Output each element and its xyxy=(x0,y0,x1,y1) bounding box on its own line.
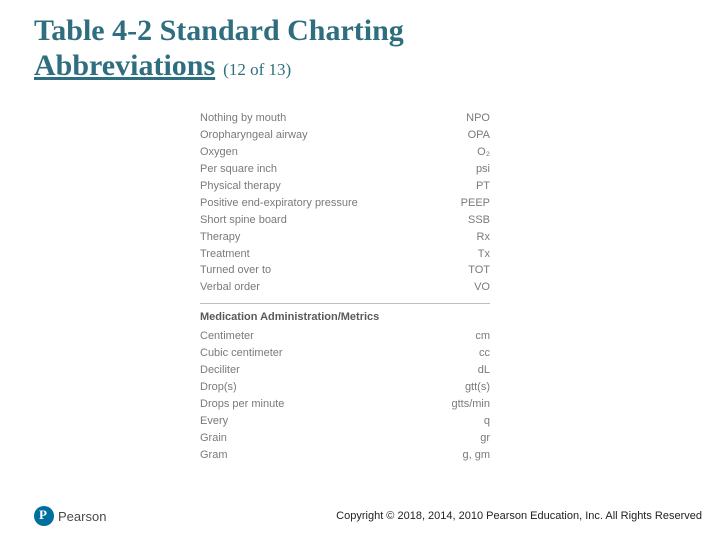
term: Deciliter xyxy=(200,363,240,379)
copyright-text: Copyright © 2018, 2014, 2010 Pearson Edu… xyxy=(336,510,702,522)
table-row: Therapy Rx xyxy=(200,229,490,246)
abbreviation: TOT xyxy=(468,263,490,279)
footer: Pearson Copyright © 2018, 2014, 2010 Pea… xyxy=(34,506,702,526)
section-header: Medication Administration/Metrics xyxy=(200,308,490,329)
abbreviations-table: Nothing by mouthNPOOropharyngeal airwayO… xyxy=(200,111,490,465)
term: Positive end-expiratory pressure xyxy=(200,196,358,212)
abbreviation: O₂ xyxy=(477,145,490,161)
table-row: Treatment Tx xyxy=(200,246,490,263)
slide-title: Table 4-2 Standard Charting Abbreviation… xyxy=(0,0,720,83)
abbreviation: PT xyxy=(476,179,490,195)
term: Centimeter xyxy=(200,329,254,345)
abbreviation: gtts/min xyxy=(451,397,490,413)
title-line2: Abbreviations xyxy=(34,49,215,82)
table-row: Grain gr xyxy=(200,430,490,447)
table-row: Nothing by mouth NPO xyxy=(200,111,490,128)
term: Drop(s) xyxy=(200,380,237,396)
table-section-1: Nothing by mouthNPOOropharyngeal airwayO… xyxy=(200,111,490,297)
table-row: Every q xyxy=(200,413,490,430)
term: Grain xyxy=(200,431,227,447)
pearson-logo-icon xyxy=(34,506,54,526)
table-row: Oropharyngeal airway OPA xyxy=(200,127,490,144)
table-section-2: Centimeter cm Cubic centimeter cc Deciliter d… xyxy=(200,329,490,465)
table-row: Deciliter dL xyxy=(200,363,490,380)
term: Physical therapy xyxy=(200,179,281,195)
abbreviation: SSB xyxy=(468,213,490,229)
abbreviation: q xyxy=(484,414,490,430)
term: Oropharyngeal airway xyxy=(200,128,308,144)
abbreviation: gtt(s) xyxy=(465,380,490,396)
term: Turned over to xyxy=(200,263,271,279)
term: Treatment xyxy=(200,247,250,263)
term: Drops per minute xyxy=(200,397,284,413)
pearson-logo-text: Pearson xyxy=(58,509,106,524)
abbreviation: VO xyxy=(474,280,490,296)
term: Therapy xyxy=(200,230,240,246)
title-count: (12 of 13) xyxy=(223,60,291,79)
term: Nothing by mouth xyxy=(200,111,286,127)
table-row: Drop(s) gtt(s) xyxy=(200,380,490,397)
abbreviation: psi xyxy=(476,162,490,178)
term: Per square inch xyxy=(200,162,277,178)
term: Verbal order xyxy=(200,280,260,296)
term: Cubic centimeter xyxy=(200,346,283,362)
abbreviation: NPO xyxy=(466,111,490,127)
table-row: Verbal order VO xyxy=(200,280,490,297)
section-divider xyxy=(200,303,490,304)
abbreviation: Tx xyxy=(478,247,490,263)
table-row: Centimeter cm xyxy=(200,329,490,346)
table-row: Oxygen O₂ xyxy=(200,144,490,161)
abbreviation: dL xyxy=(478,363,490,379)
abbreviation: PEEP xyxy=(461,196,490,212)
table-row: Short spine board SSB xyxy=(200,212,490,229)
table-row: Physical therapy PT xyxy=(200,178,490,195)
abbreviation: gr xyxy=(480,431,490,447)
pearson-logo: Pearson xyxy=(34,506,106,526)
table-row: Gram g, gm xyxy=(200,447,490,464)
table-row: Positive end-expiratory pressure PEEP xyxy=(200,195,490,212)
abbreviation: cc xyxy=(479,346,490,362)
term: Oxygen xyxy=(200,145,238,161)
table-row: Drops per minute gtts/min xyxy=(200,397,490,414)
table-row: Per square inch psi xyxy=(200,161,490,178)
title-line1: Table 4-2 Standard Charting xyxy=(34,14,720,49)
title-line2-wrap: Abbreviations (12 of 13) xyxy=(34,49,720,83)
abbreviation: g, gm xyxy=(462,448,490,464)
term: Every xyxy=(200,414,228,430)
abbreviation: OPA xyxy=(468,128,490,144)
term: Short spine board xyxy=(200,213,287,229)
abbreviation: cm xyxy=(475,329,490,345)
table-row: Cubic centimeter cc xyxy=(200,346,490,363)
table-row: Turned over to TOT xyxy=(200,263,490,280)
abbreviation: Rx xyxy=(477,230,490,246)
term: Gram xyxy=(200,448,228,464)
